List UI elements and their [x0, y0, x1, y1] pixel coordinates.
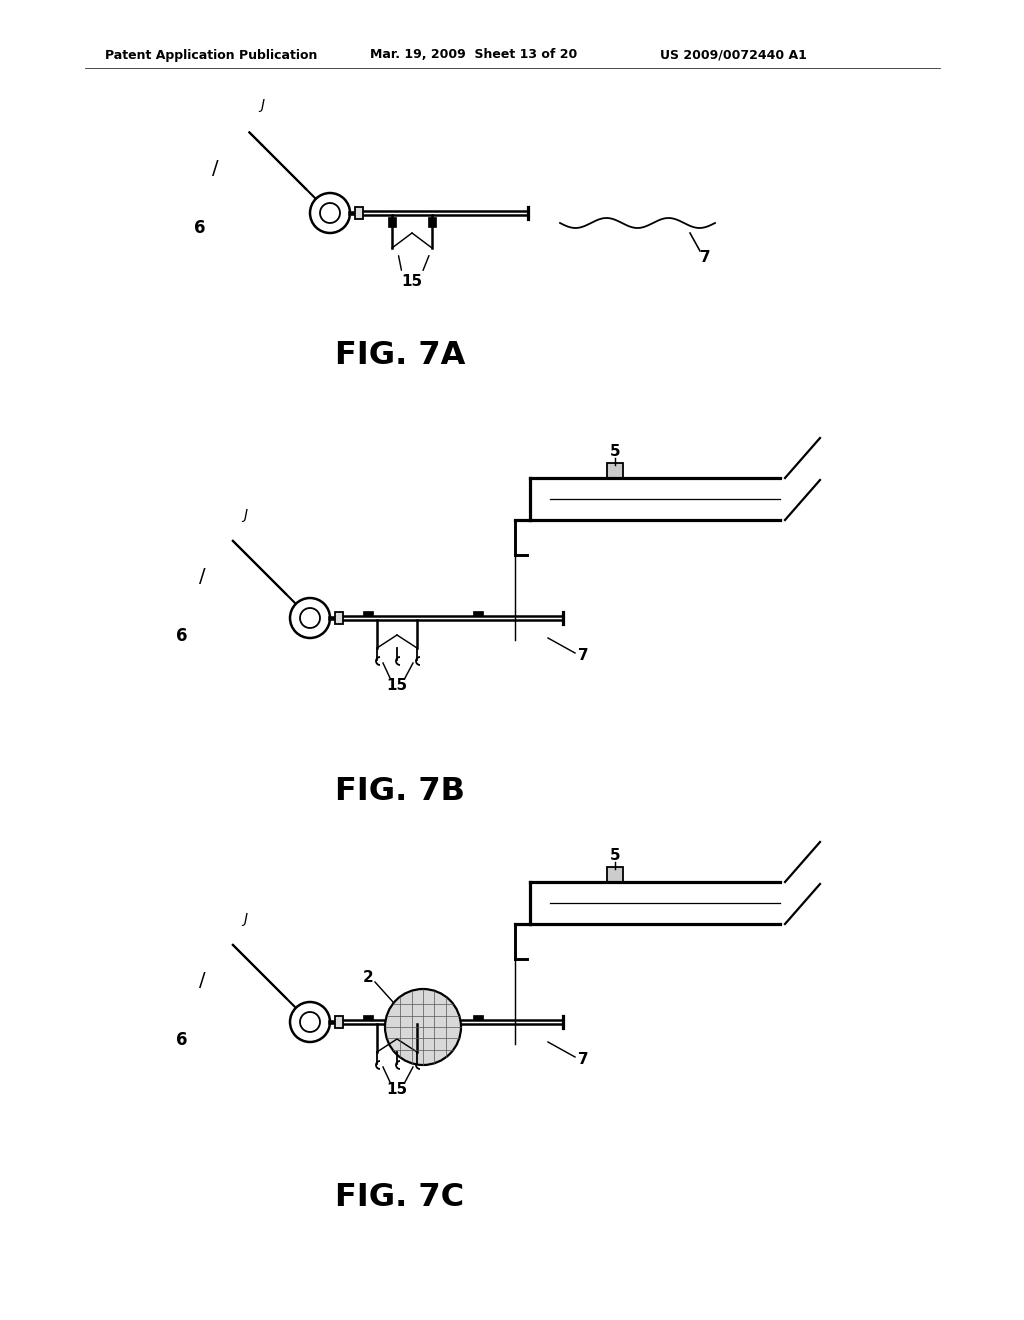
- Text: FIG. 7A: FIG. 7A: [335, 339, 465, 371]
- Text: /: /: [199, 566, 206, 586]
- Circle shape: [290, 1002, 330, 1041]
- Text: 5: 5: [609, 847, 621, 862]
- Bar: [355, 207, 362, 219]
- Text: 15: 15: [386, 678, 408, 693]
- Bar: [362, 1015, 373, 1020]
- Bar: [428, 216, 436, 227]
- Bar: [607, 463, 623, 478]
- Text: US 2009/0072440 A1: US 2009/0072440 A1: [660, 49, 807, 62]
- Text: J: J: [260, 98, 264, 112]
- Bar: [335, 1016, 343, 1028]
- Text: J: J: [243, 508, 247, 521]
- Circle shape: [310, 193, 350, 234]
- Bar: [473, 611, 483, 616]
- Text: FIG. 7B: FIG. 7B: [335, 776, 465, 808]
- Text: 2: 2: [362, 969, 374, 985]
- Bar: [335, 612, 343, 624]
- Text: J: J: [243, 912, 247, 927]
- Text: 7: 7: [699, 251, 711, 265]
- Circle shape: [385, 989, 461, 1065]
- Bar: [473, 1015, 483, 1020]
- Text: 6: 6: [176, 1031, 187, 1049]
- Text: FIG. 7C: FIG. 7C: [336, 1183, 465, 1213]
- Bar: [607, 867, 623, 882]
- Text: 15: 15: [401, 273, 423, 289]
- Text: /: /: [212, 158, 218, 177]
- Circle shape: [290, 598, 330, 638]
- Text: /: /: [199, 970, 206, 990]
- Bar: [362, 611, 373, 616]
- Text: Mar. 19, 2009  Sheet 13 of 20: Mar. 19, 2009 Sheet 13 of 20: [370, 49, 578, 62]
- Text: 15: 15: [386, 1082, 408, 1097]
- Text: 5: 5: [609, 444, 621, 458]
- Bar: [388, 216, 396, 227]
- Text: Patent Application Publication: Patent Application Publication: [105, 49, 317, 62]
- Text: 7: 7: [578, 648, 589, 664]
- Text: 6: 6: [176, 627, 187, 645]
- Text: 7: 7: [578, 1052, 589, 1068]
- Text: 6: 6: [195, 219, 206, 238]
